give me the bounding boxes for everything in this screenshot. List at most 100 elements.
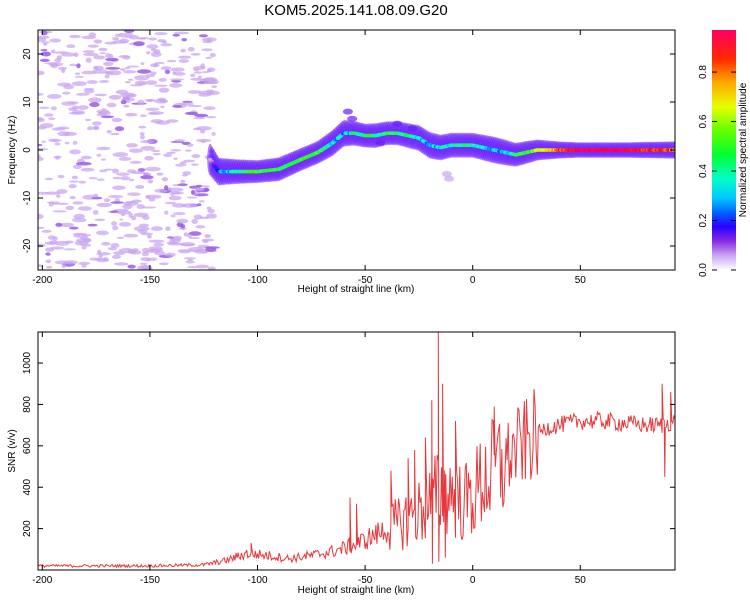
noise-blob [141, 267, 149, 270]
noise-blob [54, 240, 70, 246]
noise-blob [112, 225, 119, 231]
noise-blob [124, 67, 131, 70]
noise-blob [164, 210, 169, 215]
ridge-lobe [392, 120, 403, 127]
noise-blob [141, 251, 149, 257]
noise-blob [169, 83, 183, 88]
ridge-lobe [342, 108, 353, 115]
noise-blob [113, 208, 129, 212]
noise-blob [147, 234, 152, 239]
noise-blob [82, 50, 95, 54]
noise-blob [196, 138, 212, 143]
y-tick-label: 20 [22, 48, 33, 60]
noise-blob [101, 108, 107, 111]
noise-blob [148, 198, 156, 202]
y-tick-label: -20 [22, 238, 33, 253]
noise-blob [72, 217, 87, 223]
colorbar-tick-label: 0.8 [698, 65, 709, 79]
noise-blob [101, 241, 111, 246]
noise-blob [87, 223, 98, 227]
noise-blob [170, 214, 176, 218]
noise-blob [98, 110, 111, 116]
noise-blob [184, 149, 192, 152]
noise-blob [154, 32, 168, 36]
noise-blob [205, 247, 217, 252]
noise-blob [105, 67, 121, 70]
bottom-x-ticks: -200 -150 -100 -50 0 50 [32, 332, 586, 586]
noise-blob [142, 206, 157, 209]
noise-blob [150, 149, 161, 153]
noise-blob [108, 195, 124, 198]
noise-blob [153, 242, 165, 247]
noise-blob [78, 180, 87, 184]
noise-blob [166, 236, 174, 239]
noise-blob [158, 87, 170, 93]
noise-blob [46, 201, 61, 204]
noise-blob [92, 210, 99, 215]
noise-blob [186, 196, 198, 199]
noise-blob [89, 102, 100, 108]
noise-blob [100, 115, 115, 119]
noise-blob [128, 78, 134, 81]
noise-blob [193, 214, 203, 220]
noise-blob [155, 120, 170, 125]
noise-blob [111, 221, 117, 226]
noise-blob [197, 75, 202, 79]
noise-blob [205, 56, 213, 59]
noise-blob [50, 106, 57, 111]
noise-blob [180, 242, 196, 247]
noise-blob [197, 203, 202, 207]
noise-blob [111, 117, 123, 123]
noise-blob [76, 161, 92, 166]
noise-blob [54, 142, 61, 146]
noise-blob [206, 206, 212, 210]
noise-blob [183, 257, 197, 260]
noise-blob [128, 35, 139, 40]
noise-blob [137, 168, 146, 172]
noise-blob [176, 218, 189, 224]
noise-blob [161, 40, 168, 44]
noise-blob [47, 94, 62, 99]
noise-blob [73, 213, 86, 219]
noise-blob [185, 260, 195, 264]
x-tick-label: 0 [470, 275, 476, 286]
noise-blob [111, 254, 121, 259]
noise-blob [77, 206, 92, 211]
noise-blob [126, 143, 138, 148]
noise-blob [126, 65, 140, 68]
noise-blob [63, 84, 74, 90]
noise-blob [129, 250, 142, 255]
noise-blob [191, 219, 198, 224]
noise-blob [136, 69, 152, 74]
noise-blob [65, 205, 75, 211]
noise-blob [122, 204, 133, 210]
noise-blob [200, 129, 206, 134]
y-tick-label: 10 [22, 96, 33, 108]
noise-blob [87, 44, 99, 48]
noise-blob [171, 191, 181, 195]
spectrogram-ridge [207, 108, 675, 186]
noise-blob [187, 234, 193, 238]
bottom-y-axis-label: SNR (v/v) [7, 429, 18, 472]
noise-blob [193, 117, 206, 120]
noise-blob [85, 118, 92, 122]
noise-blob [118, 32, 134, 36]
noise-blob [152, 153, 161, 156]
noise-blob [164, 252, 176, 257]
noise-blob [104, 168, 114, 171]
noise-blob [140, 140, 154, 144]
noise-blob [140, 257, 152, 261]
noise-blob [100, 158, 107, 161]
noise-blob [105, 57, 119, 62]
noise-blob [82, 52, 99, 57]
noise-blob [69, 226, 79, 230]
noise-blob [137, 99, 145, 105]
noise-blob [93, 65, 99, 70]
colorbar-label: Normalized spectral amplitude [738, 82, 749, 217]
noise-blob [180, 102, 194, 106]
noise-blob [125, 112, 138, 117]
noise-blob [166, 59, 177, 63]
noise-blob [128, 213, 134, 218]
x-tick-label: 0 [470, 575, 476, 586]
